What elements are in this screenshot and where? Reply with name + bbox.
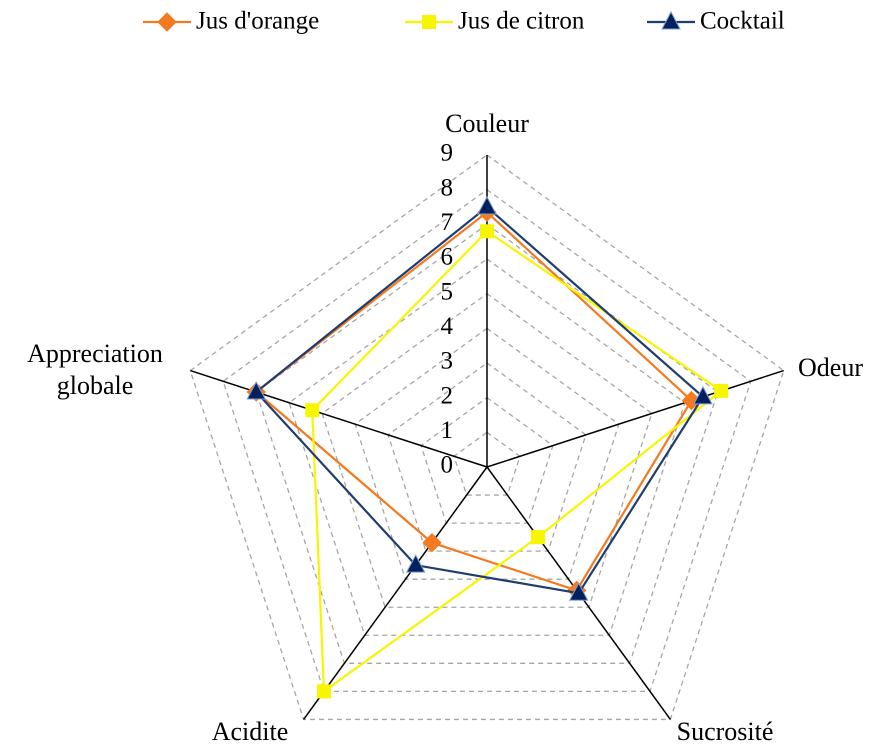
grid-ring	[354, 327, 620, 580]
r-tick-label: 3	[441, 348, 454, 375]
axis-spoke	[486, 369, 784, 468]
grid-ring	[321, 292, 653, 608]
axis-label: Odeur	[798, 353, 863, 382]
axis-label: Couleur	[445, 109, 529, 138]
data-point	[305, 403, 320, 418]
series-line	[311, 229, 723, 694]
r-tick-label: 4	[441, 313, 454, 340]
data-point	[477, 195, 497, 215]
data-point	[316, 684, 331, 699]
axis-label: Sucrosité	[676, 717, 774, 746]
data-point	[405, 554, 426, 573]
data-point	[246, 380, 267, 400]
r-tick-label: 2	[441, 382, 454, 409]
legend-label: Cocktail	[700, 8, 785, 35]
axis-label: Acidite	[211, 717, 289, 746]
legend-marker	[661, 10, 681, 30]
r-tick-label: 5	[441, 278, 454, 305]
r-tick-label: 7	[441, 209, 454, 236]
legend-marker	[422, 15, 436, 29]
axis-label: Appreciation globale	[27, 339, 163, 400]
grid-ring	[420, 396, 554, 524]
r-tick-label: 8	[441, 174, 454, 201]
data-point	[693, 385, 713, 405]
legend-marker	[157, 12, 177, 32]
r-tick-label: 6	[441, 244, 454, 271]
r-tick-label: 9	[441, 140, 454, 167]
grid-ring	[255, 223, 719, 664]
grid-ring	[387, 362, 587, 552]
legend-label: Jus d'orange	[196, 8, 319, 35]
r-tick-label: 0	[441, 452, 454, 479]
axis-spoke	[303, 466, 488, 720]
r-tick-label: 1	[441, 417, 454, 444]
axis-spoke	[190, 369, 488, 468]
legend-label: Jus de citron	[458, 8, 585, 35]
grid-ring	[453, 431, 521, 496]
data-point	[480, 224, 494, 239]
data-point	[714, 383, 729, 398]
grid-ring	[288, 258, 686, 636]
grid-ring	[222, 188, 752, 693]
series-line	[254, 205, 705, 595]
data-point	[530, 530, 545, 545]
data-point	[568, 582, 589, 601]
data-point	[422, 533, 442, 553]
